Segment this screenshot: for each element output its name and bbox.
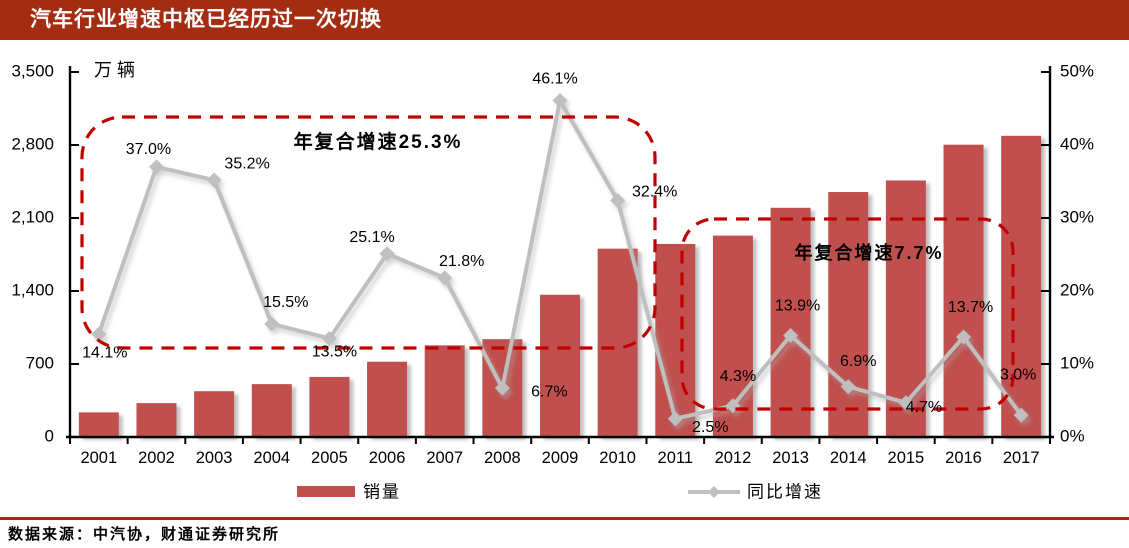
bar-2004: [251, 384, 292, 437]
data-label-2011: 2.5%: [692, 419, 728, 436]
data-label-2013: 13.9%: [775, 298, 820, 315]
legend: 销量 同比增速: [297, 482, 823, 501]
x-tick-label-2016: 2016: [945, 449, 982, 467]
x-tick-label-2013: 2013: [772, 449, 809, 467]
left-tick-label: 1,400: [11, 280, 54, 299]
line-point-2009: [552, 92, 568, 108]
bar-2006: [367, 361, 408, 437]
data-label-2009: 46.1%: [532, 71, 577, 88]
x-tick-label-2017: 2017: [1003, 449, 1040, 467]
line-point-2006: [379, 246, 395, 262]
data-label-2005: 13.5%: [312, 344, 357, 361]
right-tick-label: 10%: [1060, 353, 1094, 372]
legend-diamond-icon: [708, 486, 720, 498]
x-tick-label-2008: 2008: [484, 449, 521, 467]
data-label-2016: 13.7%: [948, 299, 993, 316]
bar-2001: [78, 412, 119, 437]
bar-2015: [885, 180, 926, 437]
footer: 数据来源：中汽协，财通证券研究所: [0, 517, 1129, 544]
x-tick-label-2002: 2002: [138, 449, 175, 467]
data-label-2017: 3.0%: [1000, 366, 1036, 383]
data-label-2006: 25.1%: [349, 229, 394, 246]
legend-line-label: 同比增速: [747, 482, 823, 501]
data-label-2004: 15.5%: [263, 294, 308, 311]
right-tick-label: 40%: [1060, 134, 1094, 153]
cagr-box-2: [680, 217, 1015, 411]
line-point-2004: [264, 316, 280, 332]
right-tick-label: 20%: [1060, 280, 1094, 299]
x-tick-label-2001: 2001: [80, 449, 117, 467]
line-point-2013: [783, 328, 799, 344]
x-tick-label-2009: 2009: [542, 449, 579, 467]
line-point-2015: [898, 395, 914, 411]
data-label-2001: 14.1%: [82, 344, 127, 361]
data-label-2003: 35.2%: [224, 155, 269, 172]
bar-2014: [828, 192, 869, 437]
left-tick-label: 2,800: [11, 134, 54, 153]
annotation-cagr-1: 年复合增速25.3%: [294, 130, 463, 153]
line-point-2005: [321, 330, 337, 346]
x-tick-label-2006: 2006: [369, 449, 406, 467]
data-label-2007: 21.8%: [439, 253, 484, 270]
line-point-2017: [1013, 407, 1029, 423]
legend-bar-swatch: [297, 486, 355, 497]
x-tick-label-2012: 2012: [715, 449, 752, 467]
data-label-2015: 4.7%: [906, 399, 942, 416]
chart-area: 年复合增速25.3% 年复合增速7.7% 14.1% 37.0% 35.2% 15.5% 1…: [0, 40, 1129, 512]
bar-2010: [597, 248, 638, 437]
cagr-box-1: [80, 115, 657, 350]
left-tick-label: 700: [26, 353, 54, 372]
legend-bar-label: 销量: [363, 482, 401, 501]
x-tick-label-2010: 2010: [599, 449, 636, 467]
line-point-2008: [494, 380, 510, 396]
line-point-2002: [148, 159, 164, 175]
line-series: [91, 92, 1029, 427]
bar-2007: [424, 345, 465, 437]
line-point-2014: [840, 379, 856, 395]
bar-2002: [136, 403, 177, 437]
x-tick-label-2003: 2003: [196, 449, 233, 467]
right-tick-label: 0%: [1060, 426, 1085, 445]
data-label-2008: 6.7%: [531, 383, 567, 400]
data-label-2010: 32.4%: [632, 184, 677, 201]
x-tick-label-2011: 2011: [658, 449, 693, 467]
data-label-2012: 4.3%: [720, 368, 756, 385]
left-axis-unit-label: 万辆: [94, 60, 140, 80]
bar-2009: [540, 294, 580, 437]
x-tick-label-2014: 2014: [830, 449, 867, 467]
line-point-2003: [206, 172, 222, 188]
bar-2011: [655, 243, 696, 437]
right-tick-label: 30%: [1060, 207, 1094, 226]
chart-canvas: 年复合增速25.3% 年复合增速7.7% 14.1% 37.0% 35.2% 15.5% 1…: [11, 60, 1094, 501]
bar-2017: [1001, 135, 1042, 437]
left-tick-label: 3,500: [11, 61, 54, 80]
title-banner: 汽车行业增速中枢已经历过一次切换: [0, 0, 1129, 40]
line-point-2016: [956, 329, 972, 345]
bar-2005: [309, 376, 350, 437]
x-tick-label-2004: 2004: [253, 449, 290, 467]
line-point-2001: [91, 326, 107, 342]
bar-2003: [194, 391, 235, 437]
bars-series: [78, 135, 1042, 437]
data-label-2014: 6.9%: [840, 353, 876, 370]
source-note: 数据来源：中汽协，财通证券研究所: [8, 526, 281, 543]
left-tick-label: 0: [45, 426, 54, 445]
right-tick-label: 50%: [1060, 61, 1094, 80]
x-tick-label-2005: 2005: [311, 449, 348, 467]
bar-2016: [943, 144, 984, 437]
annotation-cagr-2: 年复合增速7.7%: [794, 242, 943, 263]
x-tick-label-2007: 2007: [426, 449, 463, 467]
line-point-2010: [610, 192, 626, 208]
data-label-2002: 37.0%: [126, 141, 171, 158]
left-tick-label: 2,100: [11, 207, 54, 226]
line-point-2011: [667, 411, 683, 427]
x-tick-label-2015: 2015: [888, 449, 925, 467]
bar-2013: [770, 207, 811, 437]
chart-title: 汽车行业增速中枢已经历过一次切换: [30, 8, 382, 31]
line-point-2007: [437, 270, 453, 286]
